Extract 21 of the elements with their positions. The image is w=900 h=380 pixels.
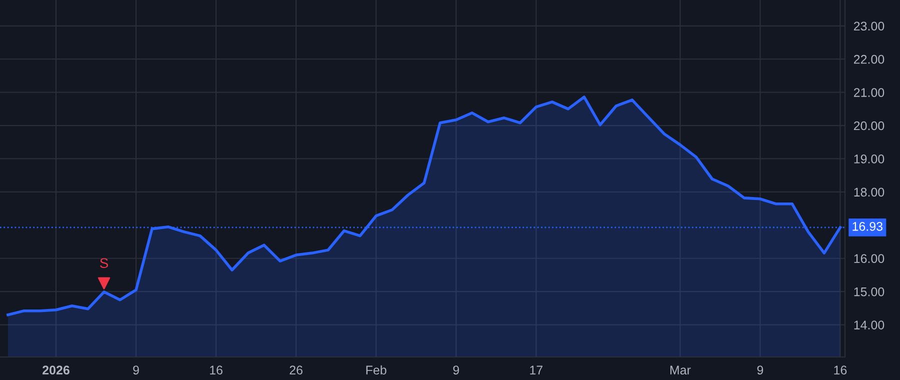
y-tick-label: 20.00 [854,121,884,130]
y-tick-label: 18.00 [854,188,884,197]
y-tick-label: 21.00 [854,88,884,97]
x-tick-label: 26 [290,366,302,375]
x-tick-label: 9 [757,366,764,375]
y-tick-label: 19.00 [854,154,884,164]
x-tick-label: 2026 [42,366,70,375]
y-tick-label: 23.00 [854,22,884,31]
y-tick-label: 22.00 [854,54,884,64]
x-tick-label: Mar [670,366,691,375]
x-tick-label: 9 [133,366,139,375]
y-tick-label: 14.00 [854,320,884,330]
x-tick-label: 9 [453,366,459,375]
x-tick-label: 16 [210,366,222,375]
data-label: S [100,258,108,268]
x-tick-label: 16 [834,366,847,375]
x-tick-label: 17 [530,366,542,374]
y-tick-label: 15.00 [854,287,884,296]
x-tick-label: Feb [366,365,386,375]
y-tick-label: 16.00 [854,254,884,264]
ref-line-label: 16.93 [852,222,882,231]
